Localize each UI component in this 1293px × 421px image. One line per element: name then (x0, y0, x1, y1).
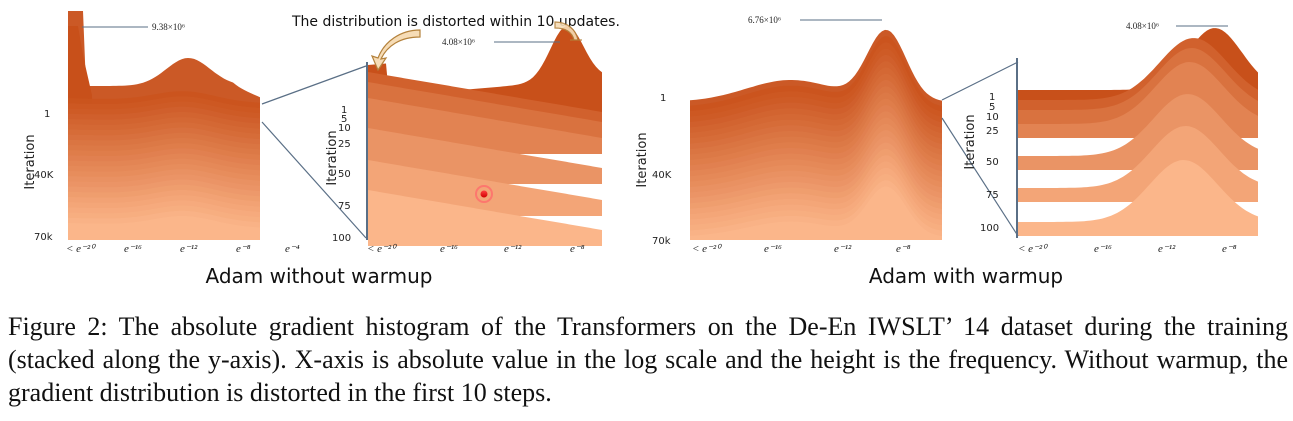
peak-label-right-zoom: 4.08×10⁶ (1126, 21, 1228, 31)
histogram-layer (690, 186, 942, 240)
x-tick: < e⁻²⁰ (66, 243, 96, 255)
peak-label-left-main: 9.38×10⁶ (82, 22, 185, 32)
y-tick: 100 (332, 233, 351, 244)
x-tick: < e⁻²⁰ (1018, 243, 1048, 255)
y-tick: 10 (338, 123, 351, 134)
y-tick: 75 (986, 190, 999, 201)
y-tick: 40K (34, 170, 54, 181)
y-tick: 1 (341, 105, 347, 116)
left-zoom-y-axis: Iteration 1 5 10 25 50 75 100 (325, 105, 351, 244)
y-axis-label: Iteration (963, 114, 978, 169)
x-tick: e⁻⁸ (236, 243, 251, 255)
x-tick: e⁻¹⁶ (124, 243, 142, 255)
y-tick: 25 (338, 139, 351, 150)
right-main-x-axis: < e⁻²⁰ e⁻¹⁶ e⁻¹² e⁻⁸ (692, 243, 911, 255)
x-tick: e⁻⁸ (1222, 243, 1237, 255)
y-tick: 1 (660, 93, 666, 104)
histogram-left-zoom (366, 26, 602, 246)
x-tick: e⁻¹² (180, 243, 198, 255)
histogram-right-main (690, 29, 942, 241)
zoom-connector-left (261, 65, 367, 239)
panel-title-without-warmup: Adam without warmup (205, 264, 432, 288)
x-tick: e⁻¹⁶ (1094, 243, 1112, 255)
x-tick: e⁻¹⁶ (440, 243, 458, 255)
x-tick: e⁻⁸ (896, 243, 911, 255)
peak-label-left-zoom: 4.08×10⁶ (442, 37, 560, 47)
y-tick: 5 (989, 102, 995, 113)
x-tick: < e⁻²⁰ (692, 243, 722, 255)
figure-2-histograms: 9.38×10⁶ 4.08×10⁶ 6.76×10⁶ 4.08×10⁶ The … (23, 11, 1258, 288)
peak-label-text: 4.08×10⁶ (1126, 21, 1159, 31)
x-tick: e⁻¹² (504, 243, 522, 255)
zoom-connector-right (941, 61, 1019, 237)
x-tick: e⁻¹² (1158, 243, 1176, 255)
histogram-layer (368, 190, 602, 246)
peak-label-text: 4.08×10⁶ (442, 37, 475, 47)
y-tick: 50 (338, 169, 351, 180)
peak-label-text: 6.76×10⁶ (748, 15, 781, 25)
y-tick: 40K (652, 170, 672, 181)
y-tick: 25 (986, 126, 999, 137)
y-tick: 1 (44, 109, 50, 120)
right-main-y-axis: Iteration 1 40K 70k (635, 93, 672, 247)
histogram-left-main (68, 11, 260, 241)
annotation-arrow (370, 21, 582, 72)
x-tick: e⁻⁸ (570, 243, 585, 255)
y-axis-label: Iteration (635, 132, 650, 187)
y-tick: 5 (341, 114, 347, 125)
y-tick: 10 (986, 112, 999, 123)
y-axis-label: Iteration (325, 130, 340, 185)
x-tick: e⁻¹² (834, 243, 852, 255)
y-tick: 75 (338, 201, 351, 212)
left-zoom-x-axis: < e⁻²⁰ e⁻¹⁶ e⁻¹² e⁻⁸ (367, 243, 585, 255)
histogram-right-zoom (1016, 28, 1258, 238)
histogram-layer (68, 216, 260, 240)
peak-label-right-main: 6.76×10⁶ (748, 15, 882, 25)
right-zoom-y-axis: Iteration 1 5 10 25 50 75 100 (963, 92, 999, 234)
zoom-frame-edge (1016, 58, 1018, 238)
left-main-y-axis: Iteration 1 40K 70k (23, 109, 54, 243)
right-zoom-x-axis: < e⁻²⁰ e⁻¹⁶ e⁻¹² e⁻⁸ (1018, 243, 1237, 255)
y-axis-label: Iteration (23, 134, 38, 189)
x-tick: e⁻¹⁶ (764, 243, 782, 255)
x-tick: e⁻⁴ (285, 243, 300, 255)
panel-title-with-warmup: Adam with warmup (869, 264, 1063, 288)
y-tick: 50 (986, 157, 999, 168)
y-tick: 1 (989, 92, 995, 103)
peak-label-text: 9.38×10⁶ (152, 22, 185, 32)
y-tick: 70k (652, 236, 671, 247)
left-main-x-axis: < e⁻²⁰ e⁻¹⁶ e⁻¹² e⁻⁸ e⁻⁴ (66, 243, 300, 255)
y-tick: 70k (34, 232, 53, 243)
figure-caption: Figure 2: The absolute gradient histogra… (8, 312, 1288, 407)
cursor-marker (475, 185, 493, 203)
distortion-annotation: The distribution is distorted within 10 … (291, 14, 620, 30)
histogram-layer (1018, 160, 1258, 236)
y-tick: 100 (980, 223, 999, 234)
zoom-frame-edge (366, 62, 368, 240)
x-tick: < e⁻²⁰ (367, 243, 397, 255)
